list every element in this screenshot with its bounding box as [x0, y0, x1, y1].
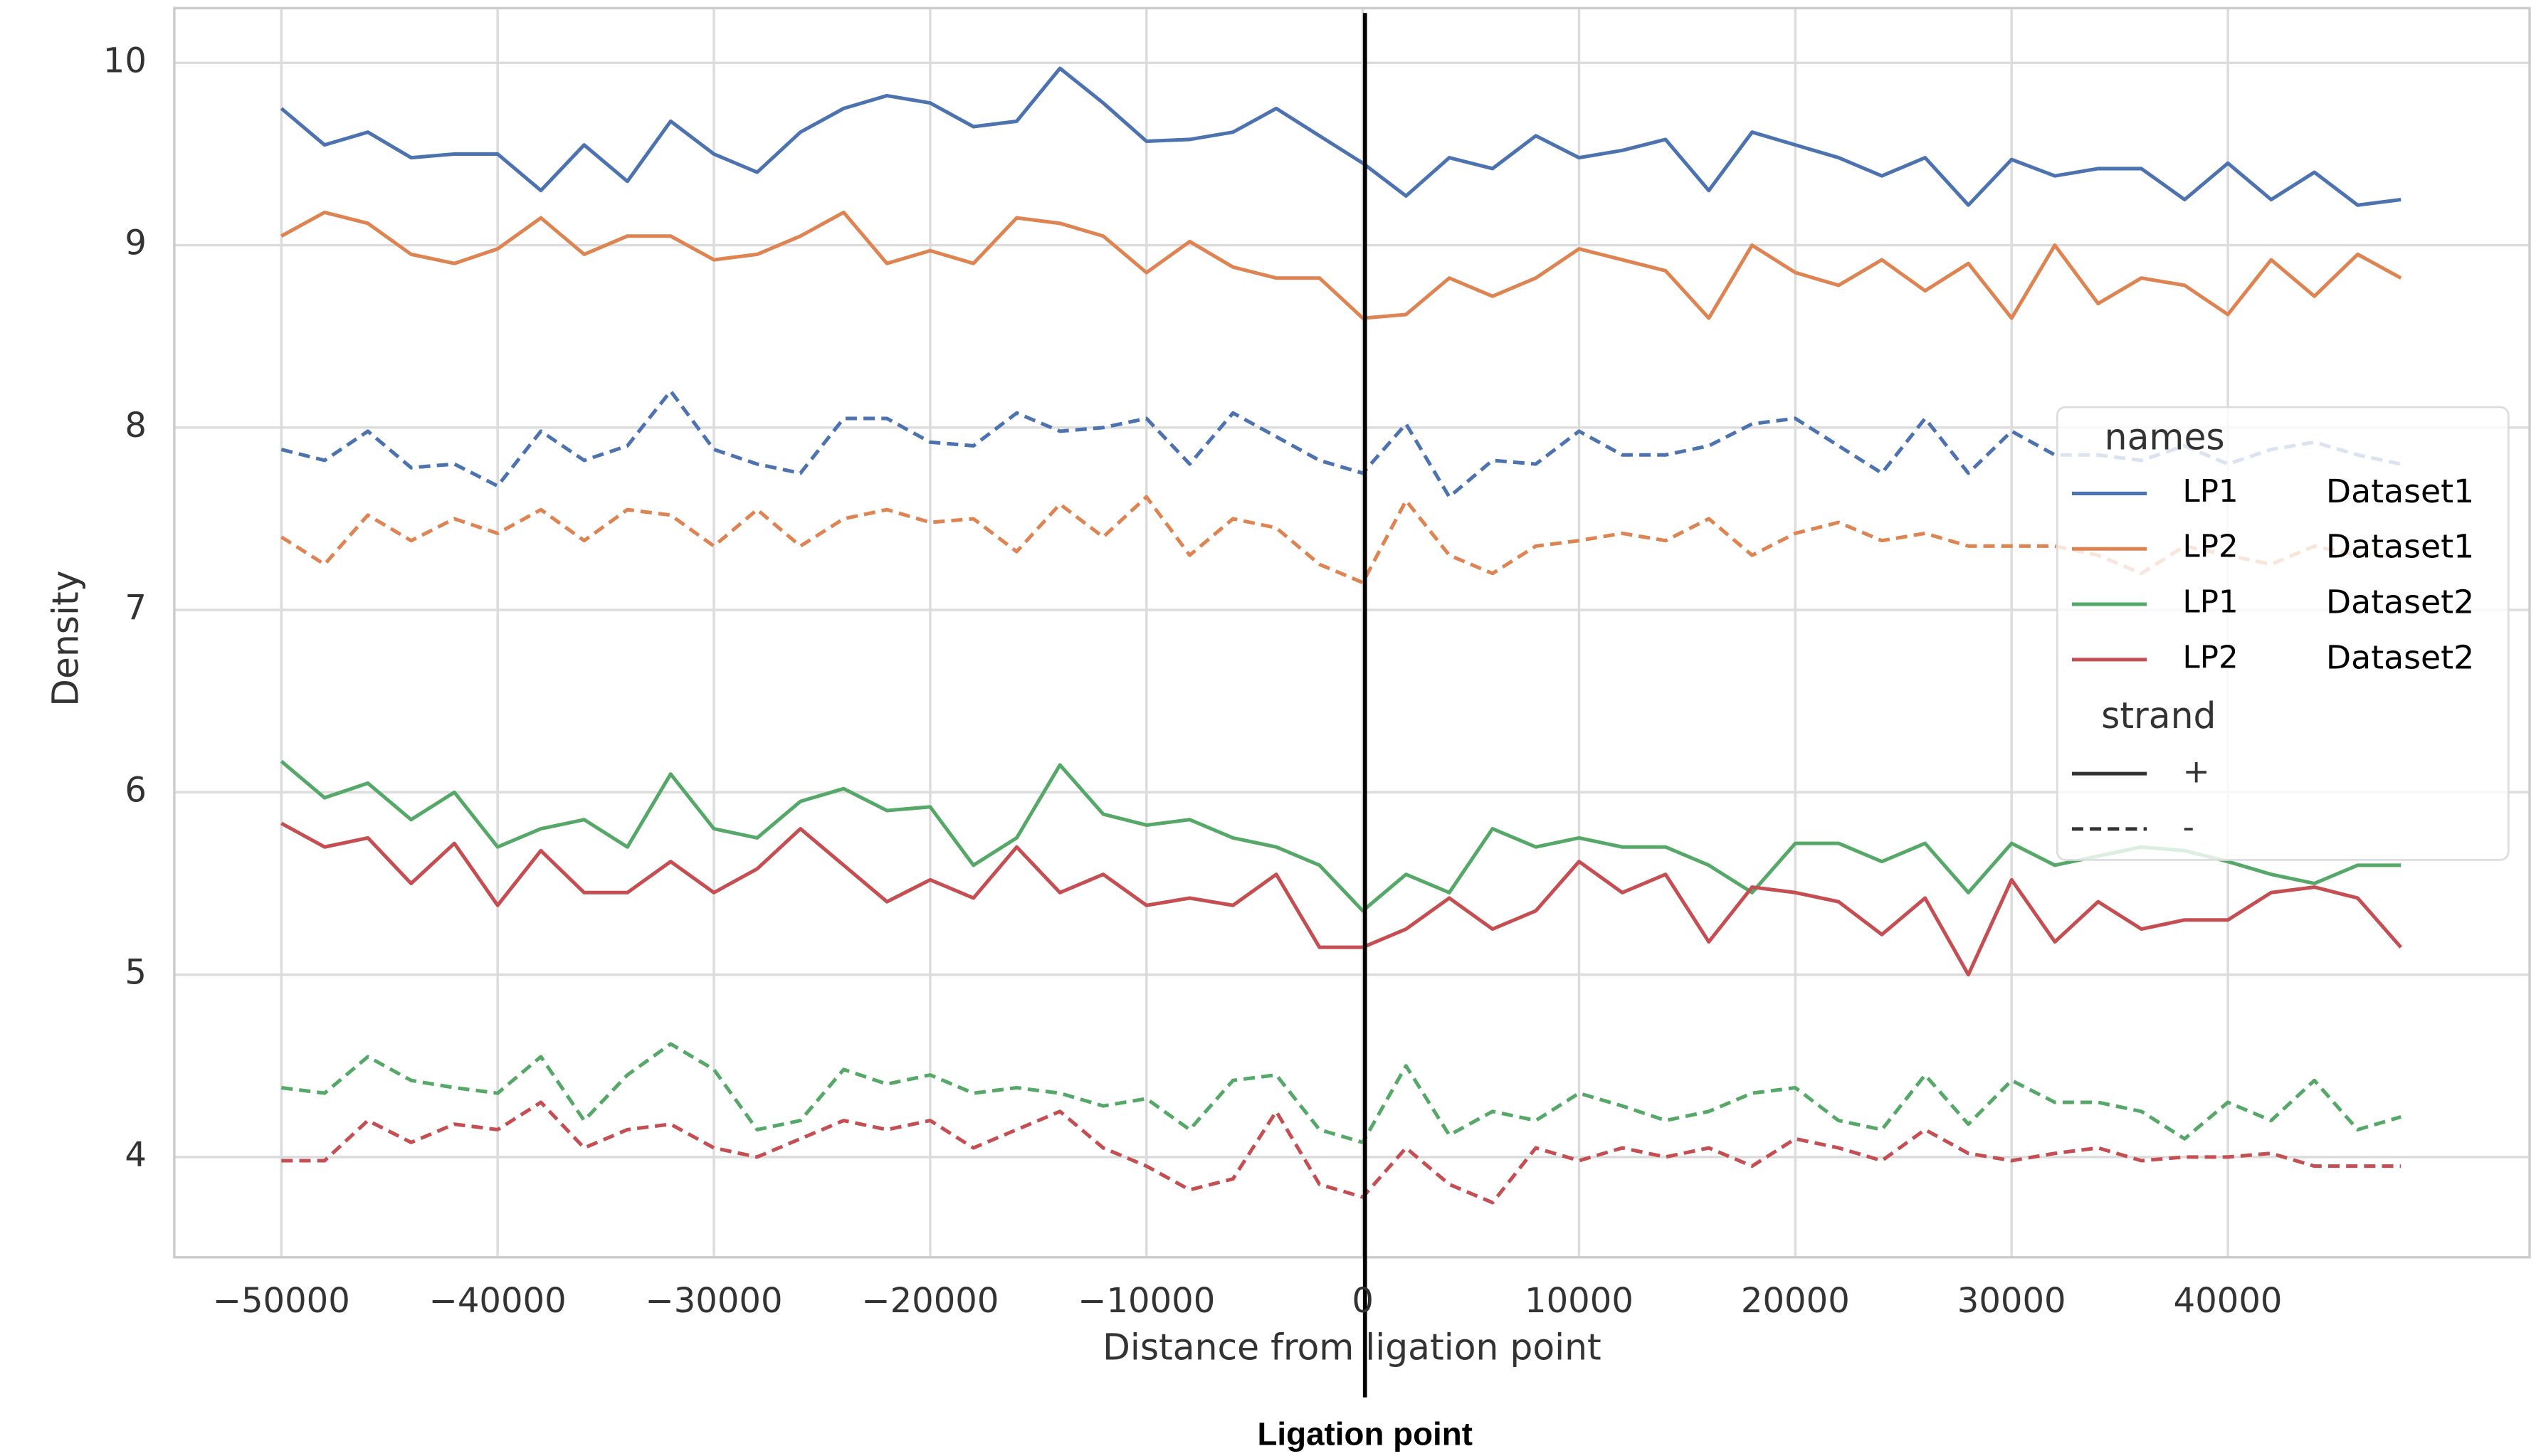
y-tick-label: 8 — [125, 406, 147, 445]
legend-label: Dataset1 — [2326, 473, 2474, 510]
legend-label: - — [2183, 808, 2195, 845]
y-tick-label: 5 — [125, 953, 147, 993]
legend-label: Dataset2 — [2326, 638, 2474, 676]
legend-title: names — [2105, 416, 2225, 458]
series-line — [280, 66, 2401, 207]
y-axis-label: Density — [45, 570, 87, 706]
series-line — [280, 210, 2402, 320]
legend-title: strand — [2101, 695, 2216, 737]
x-tick-label: −40000 — [429, 1281, 567, 1321]
legend: names strand LP1 Dataset1 LP2 Dataset1 LP1 Da… — [2056, 406, 2510, 861]
x-tick-label: 10000 — [1525, 1281, 1634, 1321]
y-tick-label: 6 — [125, 770, 147, 810]
lines — [280, 66, 2403, 1205]
series-line — [281, 1100, 2401, 1205]
plot-frame — [173, 6, 2531, 1259]
series-line — [280, 495, 2401, 585]
x-tick-label: 30000 — [1957, 1281, 2066, 1321]
y-tick-label: 4 — [125, 1135, 147, 1175]
legend-label: LP1 — [2183, 474, 2238, 510]
legend-label: Dataset1 — [2326, 528, 2474, 566]
y-tick-label: 10 — [103, 41, 147, 80]
legend-label: Dataset2 — [2326, 584, 2474, 621]
y-tick-label: 7 — [125, 588, 147, 628]
y-tick-label: 9 — [125, 223, 147, 263]
x-tick-label: −30000 — [645, 1281, 782, 1321]
annotation: Ligation point — [1257, 1416, 1472, 1452]
legend-box — [2056, 406, 2510, 861]
x-tick-label: 0 — [1352, 1281, 1374, 1321]
x-tick-label: −10000 — [1078, 1281, 1215, 1321]
x-tick-label: 40000 — [2174, 1281, 2283, 1321]
series-line — [280, 759, 2401, 913]
series-line — [280, 1042, 2401, 1144]
legend-label: + — [2183, 753, 2210, 791]
legend-label: LP2 — [2183, 640, 2238, 675]
legend-label: LP2 — [2183, 529, 2238, 565]
legend-label: LP1 — [2183, 585, 2238, 621]
series-line — [280, 821, 2403, 977]
x-tick-label: −50000 — [213, 1281, 350, 1321]
series-line — [280, 389, 2401, 499]
x-tick-label: 20000 — [1741, 1281, 1850, 1321]
x-axis-label: Distance from ligation point — [1103, 1326, 1601, 1368]
x-tick-label: −20000 — [861, 1281, 999, 1321]
